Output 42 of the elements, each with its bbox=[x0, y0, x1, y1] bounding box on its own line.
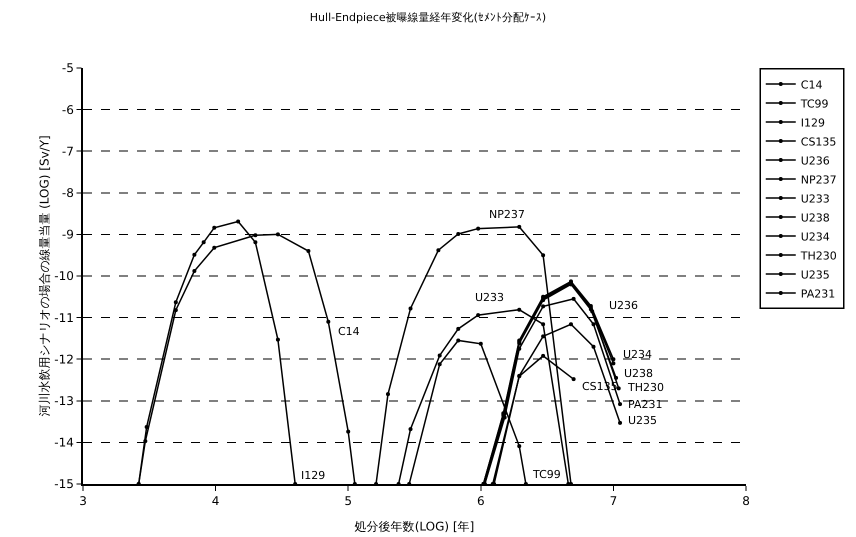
x-tick-label: 3 bbox=[79, 494, 87, 508]
y-tick-label: -11 bbox=[54, 310, 74, 325]
x-axis-title: 処分後年数(LOG) [年] bbox=[354, 520, 474, 534]
chart-title: Hull-Endpiece被曝線量経年変化(ｾﾒﾝﾄ分配ｹｰｽ) bbox=[310, 11, 546, 24]
y-tick-label: -14 bbox=[54, 436, 74, 450]
annotation: I129 bbox=[301, 469, 326, 482]
legend-label: U233 bbox=[800, 192, 830, 206]
y-tick-label: -6 bbox=[62, 102, 74, 117]
annotation: U235 bbox=[628, 414, 658, 427]
x-tick-label: 7 bbox=[610, 494, 618, 508]
annotation: U238 bbox=[624, 367, 654, 380]
y-tick-label: -10 bbox=[54, 269, 74, 284]
annotation: TC99 bbox=[532, 468, 561, 481]
x-tick-label: 5 bbox=[344, 494, 352, 508]
annotation: U233 bbox=[475, 291, 504, 304]
legend-label: U234 bbox=[800, 230, 830, 244]
legend-label: U236 bbox=[800, 154, 830, 168]
annotation: C14 bbox=[338, 325, 360, 338]
y-tick-label: -15 bbox=[54, 477, 74, 492]
x-tick-label: 8 bbox=[742, 494, 750, 508]
y-tick-label: -7 bbox=[62, 144, 74, 158]
x-tick-label: 4 bbox=[212, 494, 220, 508]
legend-label: TC99 bbox=[800, 97, 829, 110]
annotation: U236 bbox=[609, 299, 638, 312]
legend-label: C14 bbox=[800, 78, 822, 92]
legend-label: U235 bbox=[800, 268, 830, 282]
legend-label: PA231 bbox=[800, 287, 836, 300]
y-tick-label: -5 bbox=[62, 61, 74, 76]
x-tick-label: 6 bbox=[476, 494, 485, 508]
annotation: NP237 bbox=[489, 208, 525, 221]
y-axis-title: 河川水飲用シナリオの場合の線量当量 (LOG) [Sv/Y] bbox=[38, 135, 52, 417]
annotation: U234 bbox=[623, 348, 652, 361]
legend-label: U238 bbox=[800, 211, 830, 224]
legend-label: NP237 bbox=[800, 173, 837, 186]
legend-label: I129 bbox=[800, 116, 826, 130]
legend-label: CS135 bbox=[800, 135, 836, 148]
y-tick-label: -13 bbox=[54, 394, 74, 408]
y-tick-label: -8 bbox=[62, 186, 74, 200]
legend-label: TH230 bbox=[800, 249, 837, 262]
annotation: TH230 bbox=[627, 381, 664, 394]
y-tick-label: -9 bbox=[62, 228, 74, 242]
y-tick-label: -12 bbox=[54, 352, 74, 366]
